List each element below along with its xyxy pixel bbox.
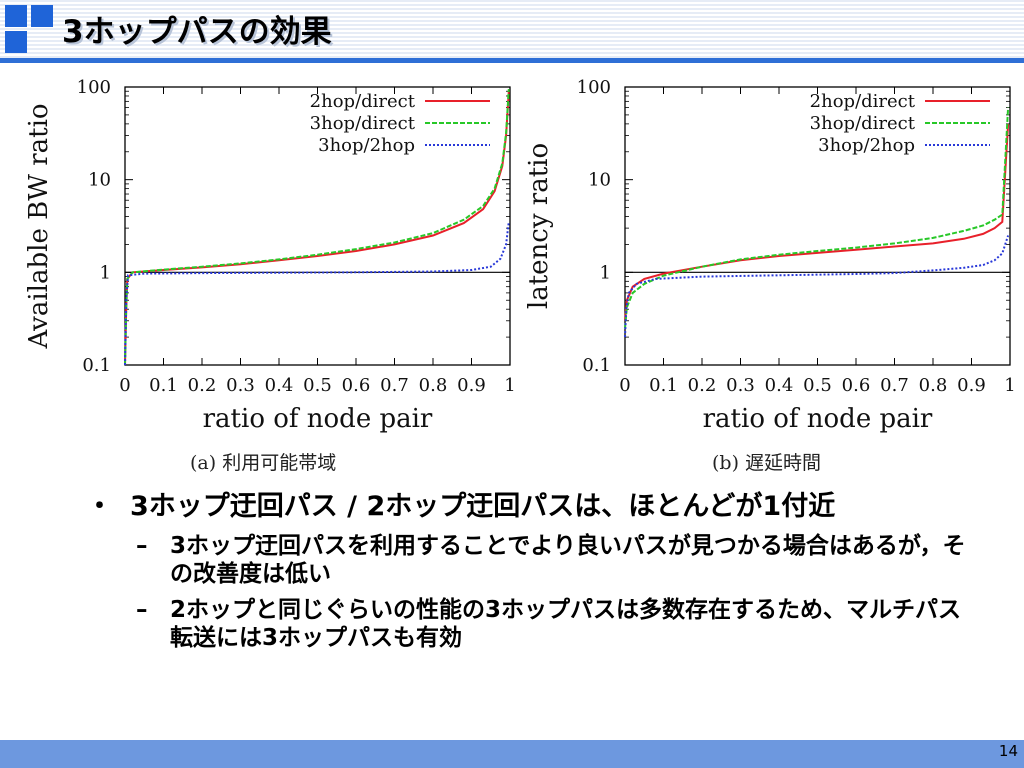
legend-label: 3hop/2hop xyxy=(818,135,915,156)
legend-label: 3hop/direct xyxy=(310,113,416,134)
x-tick-label: 0.5 xyxy=(803,375,832,396)
y-tick-label: 10 xyxy=(588,170,611,191)
sub-bullet-item: – 3ホップ迂回パスを利用することでより良いパスが見つかる場合はあるが，その改善… xyxy=(86,532,966,588)
y-tick-label: 1 xyxy=(600,262,611,283)
x-tick-label: 0.7 xyxy=(380,375,409,396)
x-tick-label: 0.1 xyxy=(149,375,178,396)
legend-label: 3hop/2hop xyxy=(318,135,415,156)
y-axis-label: latency ratio xyxy=(524,143,554,309)
legend-label: 2hop/direct xyxy=(810,91,916,112)
logo-square-1 xyxy=(5,5,27,27)
x-tick-label: 0.6 xyxy=(342,375,371,396)
sub-bullet-mark: – xyxy=(136,533,148,559)
title-underline xyxy=(0,58,1024,63)
x-tick-label: 0.4 xyxy=(765,375,794,396)
logo-square-2 xyxy=(31,5,53,27)
sub-bullet-mark: – xyxy=(136,597,148,623)
logo-square-3 xyxy=(5,31,27,53)
x-tick-label: 0.2 xyxy=(188,375,217,396)
x-axis-label: ratio of node pair xyxy=(203,404,433,434)
x-tick-label: 0.8 xyxy=(919,375,948,396)
chart-caption-a: (a) 利用可能帯域 xyxy=(190,452,337,474)
slide-title: 3ホップパスの効果 xyxy=(62,14,332,50)
x-tick-label: 1 xyxy=(1004,375,1015,396)
y-tick-label: 1 xyxy=(100,262,111,283)
series-line-3hop-direct xyxy=(124,89,510,366)
y-tick-label: 0.1 xyxy=(582,355,611,376)
bullet-list: ・ 3ホップ迂回パス / 2ホップ迂回パスは、ほとんどが1付近 – 3ホップ迂回… xyxy=(86,490,966,652)
sub-bullet-item: – 2ホップと同じぐらいの性能の3ホップパスは多数存在するため、マルチパス転送に… xyxy=(86,596,966,652)
y-tick-label: 0.1 xyxy=(82,355,111,376)
x-tick-label: 1 xyxy=(504,375,515,396)
chart-caption-b: (b) 遅延時間 xyxy=(712,452,822,474)
title-bar xyxy=(0,0,1024,58)
series-line-3hop-direct xyxy=(624,107,1010,329)
legend-label: 2hop/direct xyxy=(310,91,416,112)
page-number: 14 xyxy=(998,742,1018,760)
legend-label: 3hop/direct xyxy=(810,113,916,134)
y-tick-label: 100 xyxy=(577,77,611,98)
x-tick-label: 0.2 xyxy=(688,375,717,396)
series-line-2hop-direct xyxy=(624,123,1010,321)
chart-latency: 0.1 1 10 100 0 0.1 0.2 0.3 0.4 0.5 0.6 0.7 0.8 0.9 1 ra… xyxy=(524,77,1016,434)
chart-available-bw: 0.1 1 10 100 0 0.1 0.2 0.3 0.4 0.5 0.6 0.7 0.8 0.9 1 ra… xyxy=(24,77,516,434)
x-tick-label: 0.1 xyxy=(649,375,678,396)
x-tick-label: 0.4 xyxy=(265,375,294,396)
x-axis-label: ratio of node pair xyxy=(703,404,933,434)
x-tick-label: 0.9 xyxy=(957,375,986,396)
sub-bullet-text: 3ホップ迂回パスを利用することでより良いパスが見つかる場合はあるが，その改善度は… xyxy=(170,533,966,587)
x-tick-label: 0.6 xyxy=(842,375,871,396)
y-tick-label: 100 xyxy=(77,77,111,98)
sub-bullet-text: 2ホップと同じぐらいの性能の3ホップパスは多数存在するため、マルチパス転送には3… xyxy=(170,597,962,651)
x-tick-label: 0.5 xyxy=(303,375,332,396)
y-axis-label: Available BW ratio xyxy=(24,103,54,349)
x-tick-label: 0.8 xyxy=(419,375,448,396)
y-tick-label: 10 xyxy=(88,170,111,191)
x-tick-label: 0.3 xyxy=(226,375,255,396)
x-tick-label: 0.9 xyxy=(457,375,486,396)
bullet-mark: ・ xyxy=(86,491,113,522)
footer-bar xyxy=(0,740,1024,768)
bullet-text: 3ホップ迂回パス / 2ホップ迂回パスは、ほとんどが1付近 xyxy=(130,491,836,522)
x-tick-label: 0 xyxy=(619,375,630,396)
series-line-3hop-2hop xyxy=(624,235,1010,338)
x-tick-label: 0.7 xyxy=(880,375,909,396)
bullet-item: ・ 3ホップ迂回パス / 2ホップ迂回パスは、ほとんどが1付近 xyxy=(86,490,966,524)
x-tick-label: 0.3 xyxy=(726,375,755,396)
series-line-3hop-2hop xyxy=(124,221,510,366)
x-tick-label: 0 xyxy=(119,375,130,396)
